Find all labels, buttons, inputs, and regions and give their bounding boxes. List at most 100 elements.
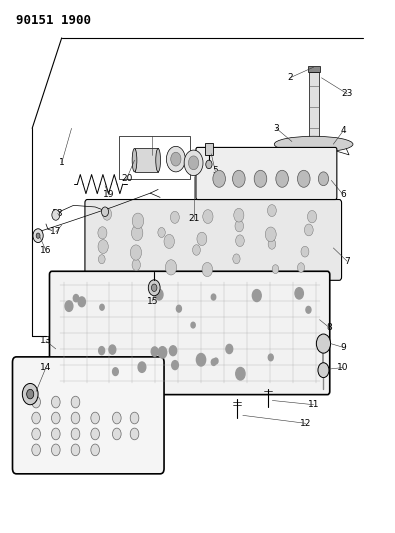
Circle shape (138, 362, 146, 373)
Circle shape (252, 289, 261, 302)
Circle shape (151, 284, 157, 292)
Circle shape (32, 428, 40, 440)
Circle shape (214, 358, 218, 364)
Text: 16: 16 (40, 246, 52, 255)
Circle shape (158, 346, 167, 358)
Circle shape (51, 396, 60, 408)
Circle shape (211, 359, 216, 366)
Circle shape (306, 306, 311, 313)
Text: 19: 19 (103, 190, 115, 199)
Circle shape (23, 383, 38, 405)
Circle shape (188, 156, 199, 169)
FancyBboxPatch shape (49, 271, 330, 394)
Circle shape (109, 345, 116, 354)
FancyBboxPatch shape (196, 148, 337, 199)
Circle shape (164, 235, 175, 248)
Circle shape (316, 334, 331, 353)
Circle shape (130, 412, 139, 424)
Circle shape (272, 265, 279, 273)
Circle shape (98, 240, 108, 254)
Circle shape (51, 428, 60, 440)
Bar (135, 149, 158, 172)
Circle shape (213, 170, 226, 187)
Circle shape (113, 412, 121, 424)
Circle shape (235, 220, 244, 232)
Text: 5: 5 (213, 166, 218, 175)
Circle shape (197, 232, 207, 246)
Circle shape (307, 211, 317, 223)
Circle shape (170, 211, 179, 223)
Circle shape (268, 354, 273, 361)
Circle shape (295, 288, 303, 299)
Circle shape (102, 207, 109, 216)
Circle shape (32, 396, 40, 408)
Circle shape (100, 304, 104, 310)
Circle shape (32, 444, 40, 456)
Circle shape (113, 428, 121, 440)
Circle shape (233, 170, 245, 187)
Circle shape (103, 208, 111, 220)
Circle shape (151, 347, 158, 356)
Circle shape (132, 259, 141, 271)
Circle shape (158, 228, 165, 238)
FancyBboxPatch shape (13, 357, 164, 474)
Circle shape (36, 233, 40, 238)
Circle shape (71, 396, 80, 408)
Ellipse shape (156, 149, 160, 172)
Text: 3: 3 (273, 124, 279, 133)
Circle shape (65, 301, 73, 311)
Text: 10: 10 (337, 363, 349, 372)
Circle shape (297, 170, 310, 187)
Circle shape (33, 229, 43, 243)
Circle shape (73, 295, 79, 302)
FancyBboxPatch shape (85, 199, 342, 280)
Bar (308, 66, 320, 72)
Ellipse shape (274, 136, 353, 152)
Circle shape (318, 172, 329, 185)
Circle shape (172, 361, 179, 369)
Text: 12: 12 (300, 419, 311, 428)
Circle shape (27, 389, 34, 399)
Circle shape (276, 170, 288, 187)
Circle shape (71, 428, 80, 440)
Text: 20: 20 (121, 174, 132, 183)
Circle shape (99, 346, 105, 354)
Circle shape (268, 239, 276, 249)
Circle shape (267, 205, 276, 216)
Text: 90151 1900: 90151 1900 (17, 14, 91, 27)
Text: 9: 9 (340, 343, 346, 352)
Circle shape (91, 412, 100, 424)
Circle shape (226, 344, 233, 353)
Circle shape (91, 444, 100, 456)
Text: 17: 17 (50, 228, 62, 237)
Circle shape (265, 227, 276, 242)
Circle shape (132, 225, 143, 241)
Text: 13: 13 (40, 336, 52, 345)
Circle shape (196, 353, 206, 366)
Circle shape (169, 346, 177, 356)
Circle shape (91, 428, 100, 440)
Circle shape (203, 209, 213, 223)
Text: 15: 15 (147, 296, 158, 305)
Circle shape (166, 260, 177, 275)
Circle shape (318, 363, 329, 377)
Circle shape (202, 262, 213, 277)
Circle shape (98, 227, 107, 239)
Circle shape (206, 160, 212, 168)
Bar (309, 72, 318, 144)
Circle shape (234, 208, 244, 222)
Circle shape (155, 289, 163, 300)
Text: 22: 22 (147, 150, 158, 159)
Circle shape (254, 170, 267, 187)
Circle shape (236, 367, 245, 380)
Text: 14: 14 (40, 363, 52, 372)
Text: 8: 8 (327, 323, 332, 332)
Circle shape (211, 294, 216, 300)
Circle shape (233, 254, 240, 264)
Text: 2: 2 (287, 73, 293, 82)
Text: 23: 23 (341, 89, 353, 98)
Circle shape (236, 235, 244, 247)
Text: 11: 11 (308, 400, 320, 409)
Text: 6: 6 (340, 190, 346, 199)
Circle shape (148, 280, 160, 296)
